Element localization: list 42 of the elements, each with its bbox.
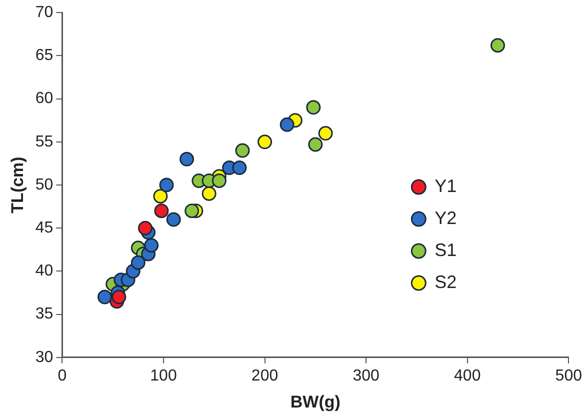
- y-tick-label: 30: [35, 348, 54, 366]
- point: [306, 100, 321, 115]
- point: [166, 212, 181, 227]
- x-tick-label: 0: [58, 367, 67, 384]
- y-tick-label: 65: [35, 47, 54, 64]
- point: [159, 178, 174, 192]
- point: [138, 220, 153, 236]
- y-axis-title: TL(cm): [8, 156, 27, 214]
- point: [144, 238, 159, 253]
- y-tick-label: 60: [35, 90, 54, 108]
- point: [180, 152, 194, 166]
- point: [112, 290, 126, 304]
- point: [202, 186, 216, 201]
- y-tick-label: 35: [35, 306, 54, 323]
- x-tick-label: 500: [555, 367, 582, 384]
- x-axis-title: BW(g): [290, 392, 340, 412]
- point: [154, 204, 169, 218]
- y-tick-label: 55: [35, 133, 54, 150]
- legend-label: S2: [434, 272, 457, 292]
- y-tick-label: 70: [35, 4, 54, 22]
- y-tick-label: 45: [35, 220, 54, 237]
- point: [212, 173, 226, 188]
- x-tick-label: 400: [454, 367, 481, 384]
- point: [130, 255, 146, 270]
- legend-label: Y2: [434, 208, 457, 228]
- y-tick-label: 40: [35, 262, 54, 280]
- point: [280, 117, 294, 132]
- x-tick-label: 200: [251, 367, 278, 384]
- y-tick-label: 50: [35, 176, 54, 194]
- point: [258, 134, 272, 150]
- x-tick-label: 300: [352, 367, 380, 384]
- x-tick-label: 100: [150, 367, 177, 384]
- point: [153, 188, 168, 204]
- point: [235, 143, 250, 158]
- point: [232, 160, 247, 176]
- point: [308, 137, 323, 152]
- point: [184, 204, 200, 218]
- legend-label: Y1: [434, 176, 457, 196]
- point: [490, 38, 505, 53]
- legend-label: S1: [434, 240, 457, 260]
- point: [318, 126, 333, 141]
- point: [97, 290, 112, 304]
